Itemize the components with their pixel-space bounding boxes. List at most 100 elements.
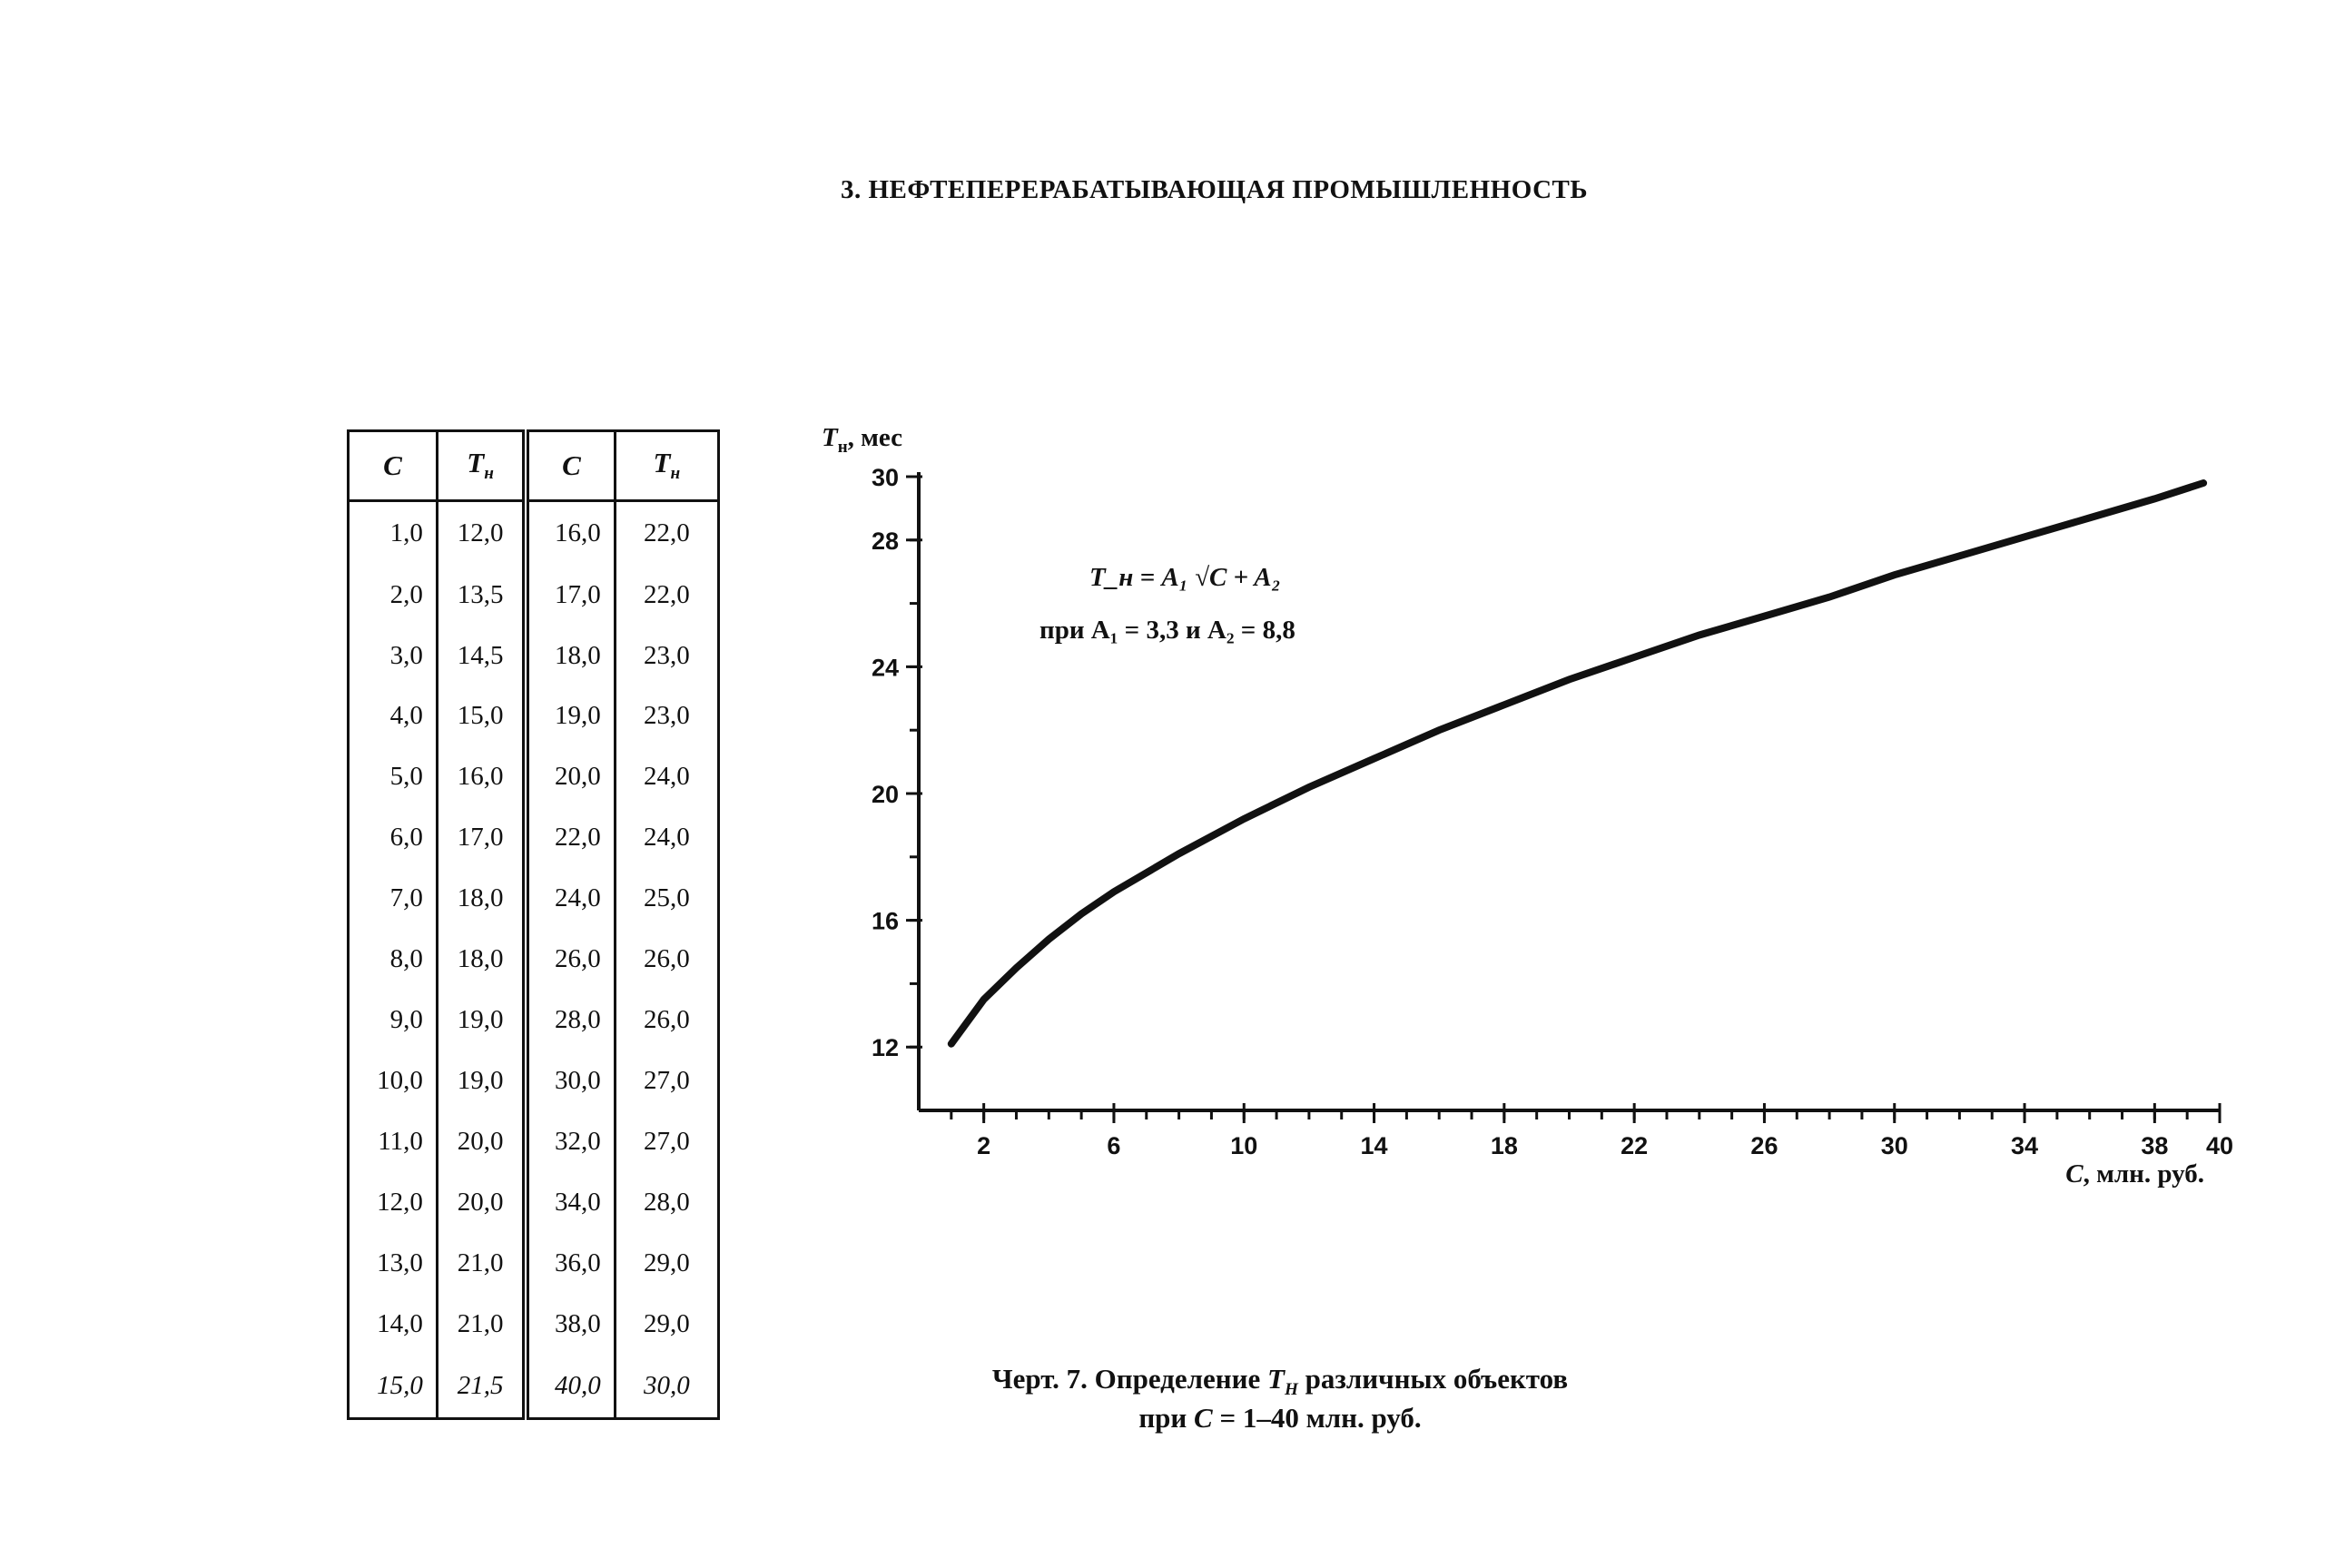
x-tick-label: 26 <box>1750 1132 1778 1159</box>
column-header-c: C <box>524 430 616 502</box>
figure-caption: Черт. 7. Определение TH различных объект… <box>944 1362 1616 1436</box>
table-cell: 30,0 <box>613 1355 721 1419</box>
table-cell: 20,0 <box>435 1172 530 1234</box>
table-row: 12,0 20,0 34,0 28,0 <box>347 1172 721 1234</box>
table-cell: 28,0 <box>524 990 616 1051</box>
y-tick-label: 30 <box>872 464 899 491</box>
table-row: 7,0 18,0 24,0 25,0 <box>347 868 721 930</box>
x-axis-label: C, млн. руб. <box>2065 1159 2204 1188</box>
table-cell: 26,0 <box>613 990 721 1051</box>
y-tick-label: 16 <box>872 908 899 935</box>
table-cell: 16,0 <box>524 500 616 565</box>
table-cell: 34,0 <box>524 1172 616 1234</box>
table-cell: 22,0 <box>613 500 721 565</box>
values-table: C Tн C Tн 1,0 12,0 16,0 22,0 2,0 13,5 17,0 22,0… <box>347 429 721 1420</box>
column-header-c: C <box>347 430 438 502</box>
table-cell: 19,0 <box>435 1050 530 1112</box>
chart-series <box>947 479 2208 1048</box>
table-cell: 26,0 <box>524 929 616 991</box>
table-cell: 38,0 <box>524 1294 616 1356</box>
x-tick-label: 22 <box>1621 1132 1648 1159</box>
table-row: 15,0 21,5 40,0 30,0 <box>347 1355 721 1419</box>
section-title: 3. НЕФТЕПЕРЕРАБАТЫВАЮЩАЯ ПРОМЫШЛЕННОСТЬ <box>841 175 1589 204</box>
table-cell: 21,0 <box>435 1233 530 1295</box>
table-cell: 17,0 <box>435 807 530 869</box>
table-row: 8,0 18,0 26,0 26,0 <box>347 929 721 991</box>
table-cell: 10,0 <box>347 1050 438 1112</box>
table-cell: 22,0 <box>524 807 616 869</box>
table-cell: 11,0 <box>347 1111 438 1173</box>
x-tick-label: 30 <box>1881 1132 1908 1159</box>
table-cell: 9,0 <box>347 990 438 1051</box>
y-axis-label: Tн, мес <box>822 423 902 457</box>
table-cell: 40,0 <box>524 1355 616 1419</box>
x-tick-label: 40 <box>2206 1132 2233 1159</box>
table-cell: 18,0 <box>435 868 530 930</box>
table-row: 13,0 21,0 36,0 29,0 <box>347 1233 721 1295</box>
table-cell: 12,0 <box>435 500 530 565</box>
table-cell: 25,0 <box>613 868 721 930</box>
table-cell: 18,0 <box>435 929 530 991</box>
table-cell: 14,5 <box>435 625 530 686</box>
table-cell: 24,0 <box>613 807 721 869</box>
series-line <box>947 479 2208 1048</box>
table-cell: 27,0 <box>613 1111 721 1173</box>
table-cell: 1,0 <box>347 500 438 565</box>
table-cell: 5,0 <box>347 746 438 808</box>
table-cell: 17,0 <box>524 564 616 626</box>
x-tick-label: 18 <box>1491 1132 1518 1159</box>
table-cell: 24,0 <box>613 746 721 808</box>
table-cell: 21,0 <box>435 1294 530 1356</box>
table-row: 6,0 17,0 22,0 24,0 <box>347 807 721 869</box>
column-header-t: Tн <box>613 430 721 502</box>
table-cell: 18,0 <box>524 625 616 686</box>
x-tick-label: 14 <box>1361 1132 1388 1159</box>
table-header-row: C Tн C Tн <box>347 430 721 502</box>
table-cell: 20,0 <box>435 1111 530 1173</box>
table-cell: 4,0 <box>347 685 438 747</box>
table-cell: 15,0 <box>435 685 530 747</box>
table-cell: 6,0 <box>347 807 438 869</box>
table-cell: 19,0 <box>435 990 530 1051</box>
formula-equation: T_н = A₁ √C + A₂ <box>1089 563 1281 592</box>
table-row: 9,0 19,0 28,0 26,0 <box>347 990 721 1051</box>
caption-line-2: при C = 1–40 млн. руб. <box>1138 1402 1422 1435</box>
table-cell: 29,0 <box>613 1294 721 1356</box>
table-cell: 15,0 <box>347 1355 438 1419</box>
table-row: 11,0 20,0 32,0 27,0 <box>347 1111 721 1173</box>
table-cell: 8,0 <box>347 929 438 991</box>
table-cell: 22,0 <box>613 564 721 626</box>
table-cell: 13,5 <box>435 564 530 626</box>
table-cell: 32,0 <box>524 1111 616 1173</box>
y-tick-label: 28 <box>872 528 899 555</box>
table-row: 5,0 16,0 20,0 24,0 <box>347 746 721 808</box>
column-header-t: Tн <box>435 430 530 502</box>
table-row: 4,0 15,0 19,0 23,0 <box>347 685 721 747</box>
table-cell: 14,0 <box>347 1294 438 1356</box>
y-tick-label: 24 <box>872 654 899 681</box>
table-cell: 24,0 <box>524 868 616 930</box>
y-tick-label: 12 <box>872 1034 899 1061</box>
table-cell: 29,0 <box>613 1233 721 1295</box>
table-cell: 28,0 <box>613 1172 721 1234</box>
caption-line-1: Черт. 7. Определение TH различных объект… <box>991 1363 1569 1400</box>
table-cell: 3,0 <box>347 625 438 686</box>
table-cell: 26,0 <box>613 929 721 991</box>
table-cell: 19,0 <box>524 685 616 747</box>
table-row: 10,0 19,0 30,0 27,0 <box>347 1050 721 1112</box>
table-cell: 27,0 <box>613 1050 721 1112</box>
table-cell: 23,0 <box>613 625 721 686</box>
x-tick-label: 38 <box>2141 1132 2168 1159</box>
table-cell: 20,0 <box>524 746 616 808</box>
table-cell: 21,5 <box>435 1355 530 1419</box>
table-cell: 12,0 <box>347 1172 438 1234</box>
x-tick-label: 6 <box>1107 1132 1120 1159</box>
table-cell: 13,0 <box>347 1233 438 1295</box>
table-cell: 30,0 <box>524 1050 616 1112</box>
x-tick-label: 2 <box>977 1132 990 1159</box>
formula-coefficients: при A₁ = 3,3 и A₂ = 8,8 <box>1039 616 1295 645</box>
table-row: 14,0 21,0 38,0 29,0 <box>347 1294 721 1356</box>
x-tick-label: 34 <box>2011 1132 2038 1159</box>
